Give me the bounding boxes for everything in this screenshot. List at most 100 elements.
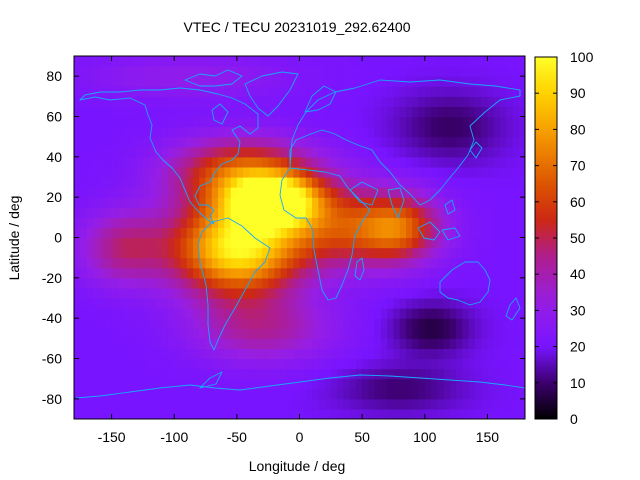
heatmap-cell bbox=[506, 308, 514, 319]
heatmap-cell bbox=[387, 217, 395, 229]
heatmap-cell bbox=[437, 378, 445, 390]
heatmap-cell bbox=[487, 197, 495, 208]
heatmap-cell bbox=[255, 136, 263, 148]
heatmap-cell bbox=[324, 106, 332, 118]
heatmap-cell bbox=[180, 287, 188, 299]
heatmap-cell bbox=[493, 187, 501, 198]
heatmap-cell bbox=[474, 298, 482, 309]
heatmap-cell bbox=[393, 237, 401, 249]
heatmap-cell bbox=[155, 298, 163, 309]
heatmap-cell bbox=[493, 136, 501, 148]
heatmap-cell bbox=[437, 156, 445, 168]
heatmap-cell bbox=[274, 338, 282, 350]
heatmap-cell bbox=[174, 197, 182, 208]
heatmap-cell bbox=[437, 358, 445, 370]
heatmap-cell bbox=[355, 408, 363, 419]
heatmap-cell bbox=[136, 267, 144, 279]
heatmap-cell bbox=[255, 408, 263, 419]
heatmap-cell bbox=[280, 237, 288, 249]
heatmap-cell bbox=[286, 408, 294, 419]
heatmap-cell bbox=[86, 298, 94, 309]
heatmap-cell bbox=[512, 56, 520, 67]
heatmap-cell bbox=[124, 197, 131, 208]
heatmap-cell bbox=[286, 308, 294, 319]
heatmap-cell bbox=[236, 207, 244, 218]
heatmap-cell bbox=[224, 146, 232, 158]
heatmap-cell bbox=[155, 146, 163, 158]
heatmap-cell bbox=[380, 398, 388, 410]
heatmap-cell bbox=[355, 136, 363, 148]
heatmap-cell bbox=[312, 338, 319, 350]
heatmap-cell bbox=[412, 257, 420, 269]
heatmap-cell bbox=[468, 388, 476, 400]
heatmap-cell bbox=[149, 96, 157, 108]
heatmap-cell bbox=[405, 368, 413, 380]
heatmap-cell bbox=[105, 318, 113, 329]
heatmap-cell bbox=[449, 298, 457, 309]
colorbar-tick-label: 10 bbox=[570, 375, 586, 391]
heatmap-cell bbox=[224, 277, 232, 289]
heatmap-cell bbox=[167, 388, 175, 400]
heatmap-cell bbox=[355, 388, 363, 400]
heatmap-cell bbox=[155, 207, 163, 218]
heatmap-cell bbox=[236, 277, 244, 289]
heatmap-cell bbox=[368, 56, 376, 67]
heatmap-cell bbox=[274, 187, 282, 198]
heatmap-cell bbox=[230, 86, 238, 97]
heatmap-cell bbox=[305, 398, 313, 410]
heatmap-cell bbox=[99, 318, 106, 329]
heatmap-cell bbox=[149, 136, 157, 148]
heatmap-cell bbox=[487, 408, 495, 419]
heatmap-cell bbox=[199, 177, 207, 188]
y-tick-label: -40 bbox=[42, 310, 62, 326]
heatmap-cell bbox=[418, 378, 426, 390]
heatmap-cell bbox=[456, 388, 463, 400]
heatmap-cell bbox=[343, 338, 351, 350]
heatmap-cell bbox=[211, 267, 219, 279]
heatmap-cell bbox=[124, 338, 131, 350]
heatmap-cell bbox=[412, 116, 420, 128]
heatmap-cell bbox=[312, 287, 319, 299]
heatmap-cell bbox=[142, 116, 150, 128]
heatmap-cell bbox=[268, 197, 276, 208]
heatmap-cell bbox=[236, 156, 244, 168]
heatmap-cell bbox=[286, 207, 294, 218]
heatmap-cell bbox=[80, 217, 88, 229]
heatmap-cell bbox=[424, 348, 432, 360]
heatmap-cell bbox=[405, 197, 413, 208]
heatmap-cell bbox=[261, 116, 269, 128]
heatmap-cell bbox=[374, 96, 382, 108]
heatmap-cell bbox=[431, 287, 438, 299]
heatmap-cell bbox=[105, 116, 113, 128]
heatmap-cell bbox=[186, 287, 194, 299]
heatmap-cell bbox=[330, 177, 338, 188]
heatmap-cell bbox=[506, 136, 514, 148]
heatmap-cell bbox=[481, 358, 489, 370]
heatmap-cell bbox=[293, 247, 301, 259]
heatmap-cell bbox=[268, 207, 276, 218]
heatmap-cell bbox=[105, 287, 113, 299]
heatmap-cell bbox=[199, 378, 207, 390]
heatmap-cell bbox=[424, 166, 432, 178]
heatmap-cell bbox=[249, 96, 257, 108]
coastline-se-asia-islands bbox=[417, 199, 461, 241]
heatmap-cell bbox=[318, 408, 326, 419]
heatmap-cell bbox=[167, 398, 175, 410]
heatmap-cell bbox=[506, 237, 514, 249]
heatmap-cell bbox=[180, 328, 188, 339]
heatmap-cell bbox=[218, 408, 225, 419]
heatmap-cell bbox=[499, 66, 507, 77]
heatmap-cell bbox=[362, 237, 369, 249]
heatmap-cell bbox=[236, 318, 244, 329]
heatmap-cell bbox=[130, 56, 138, 67]
heatmap-cell bbox=[380, 368, 388, 380]
heatmap-cell bbox=[261, 298, 269, 309]
heatmap-cell bbox=[105, 328, 113, 339]
heatmap-cell bbox=[205, 247, 213, 259]
heatmap-cell bbox=[462, 267, 470, 279]
heatmap-cell bbox=[130, 267, 138, 279]
heatmap-cell bbox=[236, 368, 244, 380]
heatmap-cell bbox=[136, 146, 144, 158]
heatmap-cell bbox=[481, 328, 489, 339]
heatmap-cell bbox=[99, 166, 106, 178]
